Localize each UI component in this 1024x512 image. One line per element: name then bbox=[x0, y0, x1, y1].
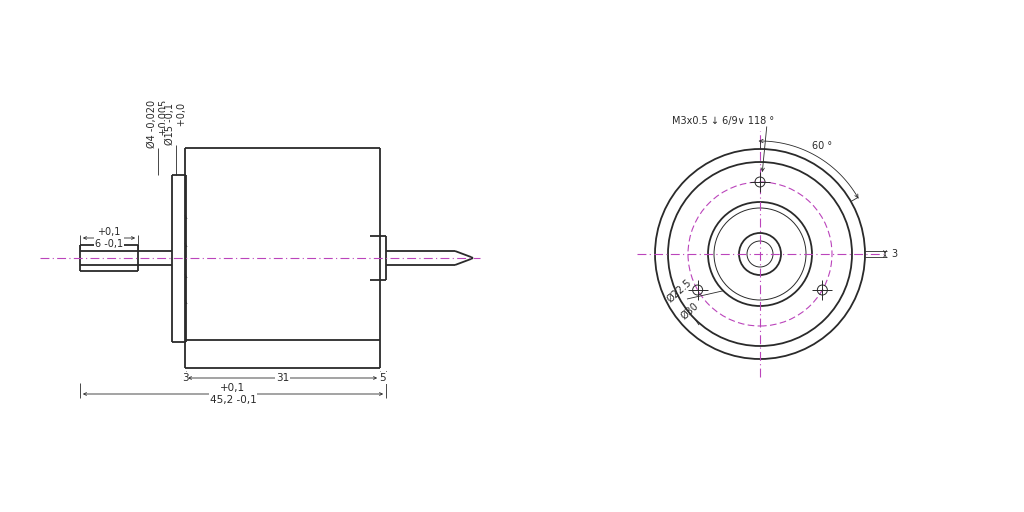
Text: 3: 3 bbox=[891, 249, 897, 259]
Text: 60 °: 60 ° bbox=[812, 141, 833, 151]
Text: +0,1
6 -0,1: +0,1 6 -0,1 bbox=[95, 227, 123, 249]
Text: M3x0.5 ↓ 6/9∨ 118 °: M3x0.5 ↓ 6/9∨ 118 ° bbox=[672, 116, 774, 126]
Text: 31: 31 bbox=[275, 373, 289, 383]
Text: Ø4 -0,020
    +0,005: Ø4 -0,020 +0,005 bbox=[147, 100, 169, 148]
Text: 3: 3 bbox=[182, 373, 188, 383]
Text: Ø22.5: Ø22.5 bbox=[665, 278, 693, 305]
Text: +0,1
45,2 -0,1: +0,1 45,2 -0,1 bbox=[210, 383, 256, 405]
Text: Ø15 -0,1
      +0,0: Ø15 -0,1 +0,0 bbox=[165, 103, 186, 145]
Text: Ø30: Ø30 bbox=[679, 301, 700, 322]
Text: 5: 5 bbox=[380, 373, 386, 383]
